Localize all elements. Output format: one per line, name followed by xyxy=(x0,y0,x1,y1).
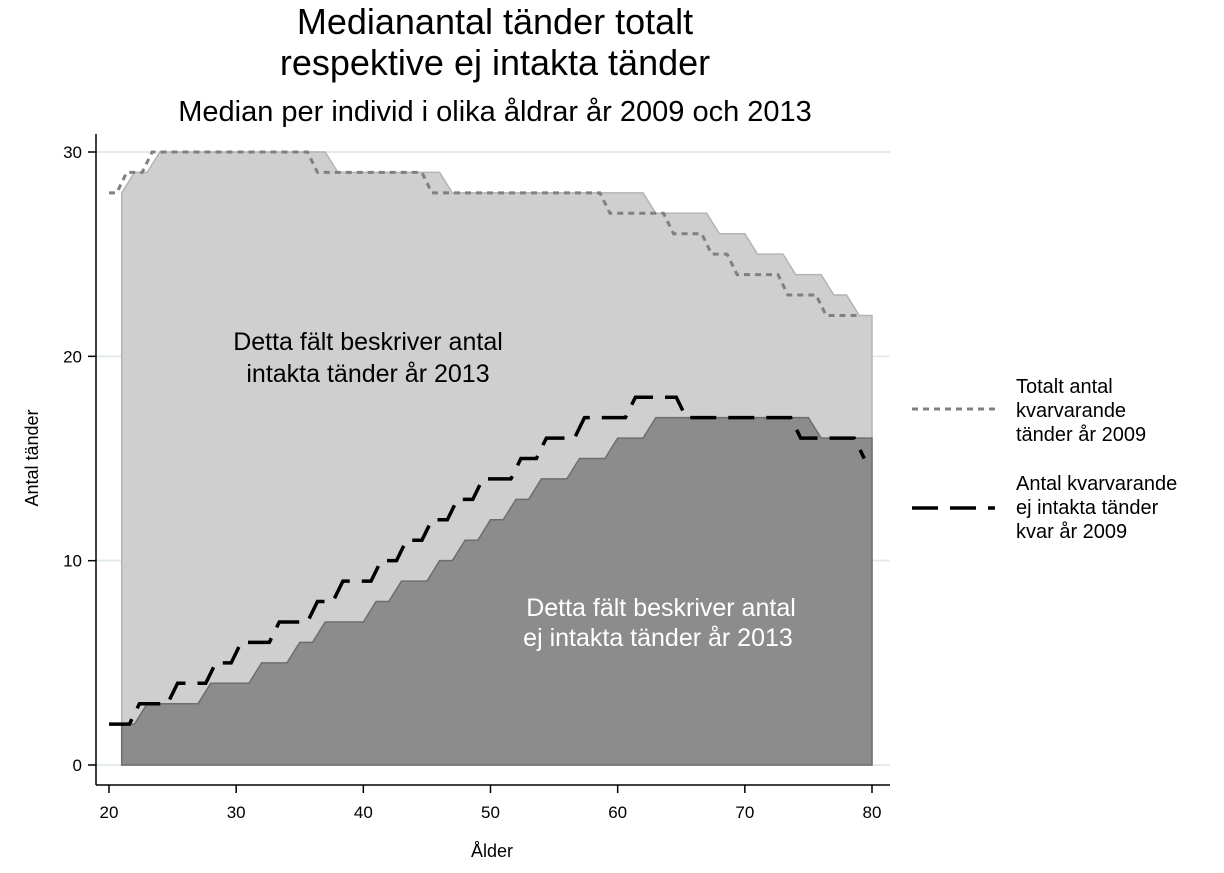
legend-label-ej-intakta-2009-line-1: Antal kvarvarande xyxy=(1016,473,1177,495)
chart-subtitle: Median per individ i olika åldrar år 200… xyxy=(178,96,812,128)
x-tick-label-80: 80 xyxy=(863,803,882,822)
x-tick-label-50: 50 xyxy=(481,803,500,822)
legend-label-ej-intakta-2009-line-2: ej intakta tänder xyxy=(1016,497,1159,519)
y-axis-label: Antal tänder xyxy=(22,409,42,506)
legend-label-ej-intakta-2009-line-3: kvar år 2009 xyxy=(1016,521,1127,543)
x-tick-label-70: 70 xyxy=(735,803,754,822)
line-totalt-2009 xyxy=(109,150,860,317)
x-tick-label-40: 40 xyxy=(354,803,373,822)
line-ej-intakta-2009 xyxy=(109,395,866,726)
y-tick-label-20: 20 xyxy=(63,347,82,366)
x-axis-label: Ålder xyxy=(471,841,513,861)
light-area-label-line-2: intakta tänder år 2013 xyxy=(246,360,489,388)
area-ej-intakta-2013 xyxy=(120,416,873,766)
dark-area-label-line-1: Detta fält beskriver antal xyxy=(526,594,796,622)
y-tick-label-30: 30 xyxy=(63,143,82,162)
legend: Totalt antal kvarvarande tänder år 2009 … xyxy=(912,376,1177,543)
chart-title-line-2: respektive ej intakta tänder xyxy=(280,42,710,83)
y-tick-label-0: 0 xyxy=(73,756,82,775)
x-tick-label-20: 20 xyxy=(100,803,119,822)
x-tick-label-60: 60 xyxy=(608,803,627,822)
dark-area-label-line-2: ej intakta tänder år 2013 xyxy=(523,624,793,652)
legend-label-totalt-2009-line-2: kvarvarande xyxy=(1016,400,1126,422)
legend-label-totalt-2009-line-1: Totalt antal xyxy=(1016,376,1113,398)
plot-area: 0 10 20 30 20 30 40 50 60 70 80 xyxy=(63,134,890,822)
y-tick-label-10: 10 xyxy=(63,552,82,571)
legend-label-totalt-2009-line-3: tänder år 2009 xyxy=(1016,424,1146,446)
light-area-label-line-1: Detta fält beskriver antal xyxy=(233,328,503,356)
chart-title-line-1: Medianantal tänder totalt xyxy=(297,1,693,42)
x-tick-label-30: 30 xyxy=(227,803,246,822)
